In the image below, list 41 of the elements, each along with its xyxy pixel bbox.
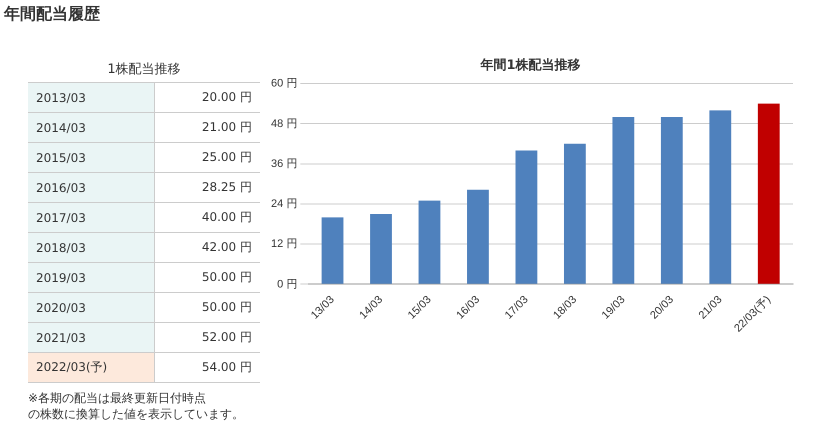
category-label: 2014/03 xyxy=(28,112,154,142)
bar xyxy=(418,200,440,284)
text: 52.00 円 xyxy=(202,330,252,344)
text: 年間配当履歴 xyxy=(4,4,100,25)
bar xyxy=(467,190,489,284)
y-tick-label: 12 円 xyxy=(270,238,298,250)
bar xyxy=(516,150,538,284)
text: ※各期の配当は最終更新日付時点 xyxy=(28,390,208,406)
text: 1株配当推移 xyxy=(106,61,182,79)
chart-title: 年間1株配当推移 xyxy=(479,58,581,74)
bar xyxy=(322,217,344,284)
bar xyxy=(370,214,392,284)
text: 28.25 円 xyxy=(202,180,252,194)
bar xyxy=(612,117,634,284)
category-label: 2013/03 xyxy=(28,82,154,112)
y-tick-label: 60 円 xyxy=(270,78,298,90)
text: 21.00 円 xyxy=(202,120,252,134)
bar xyxy=(709,110,732,284)
bar xyxy=(758,104,780,284)
category-label: 2019/03 xyxy=(28,262,154,292)
text: 50.00 円 xyxy=(202,300,252,314)
text: 40.00 円 xyxy=(202,210,252,224)
category-label: 2021/03 xyxy=(28,322,154,352)
category-label: 2017/03 xyxy=(28,202,154,232)
text: の株数に換算した値を表示しています。 xyxy=(28,406,244,422)
category-label: 2015/03 xyxy=(28,142,154,172)
text: 42.00 円 xyxy=(202,240,252,254)
category-label: 2020/03 xyxy=(28,292,154,322)
text: 50.00 円 xyxy=(202,270,252,284)
y-tick-label: 48 円 xyxy=(270,118,298,130)
text: 20.00 円 xyxy=(202,90,252,104)
y-tick-label: 36 円 xyxy=(270,158,298,170)
category-label: 2016/03 xyxy=(28,172,154,202)
bar xyxy=(660,117,683,284)
text: 25.00 円 xyxy=(202,150,252,164)
text: 54.00 円 xyxy=(202,360,252,374)
category-label: 2018/03 xyxy=(28,232,154,262)
y-tick-label: 24 円 xyxy=(270,198,298,210)
bar xyxy=(564,144,586,284)
category-label: 2022/03(予) xyxy=(28,352,154,382)
y-tick-label: 0 円 xyxy=(277,278,298,290)
